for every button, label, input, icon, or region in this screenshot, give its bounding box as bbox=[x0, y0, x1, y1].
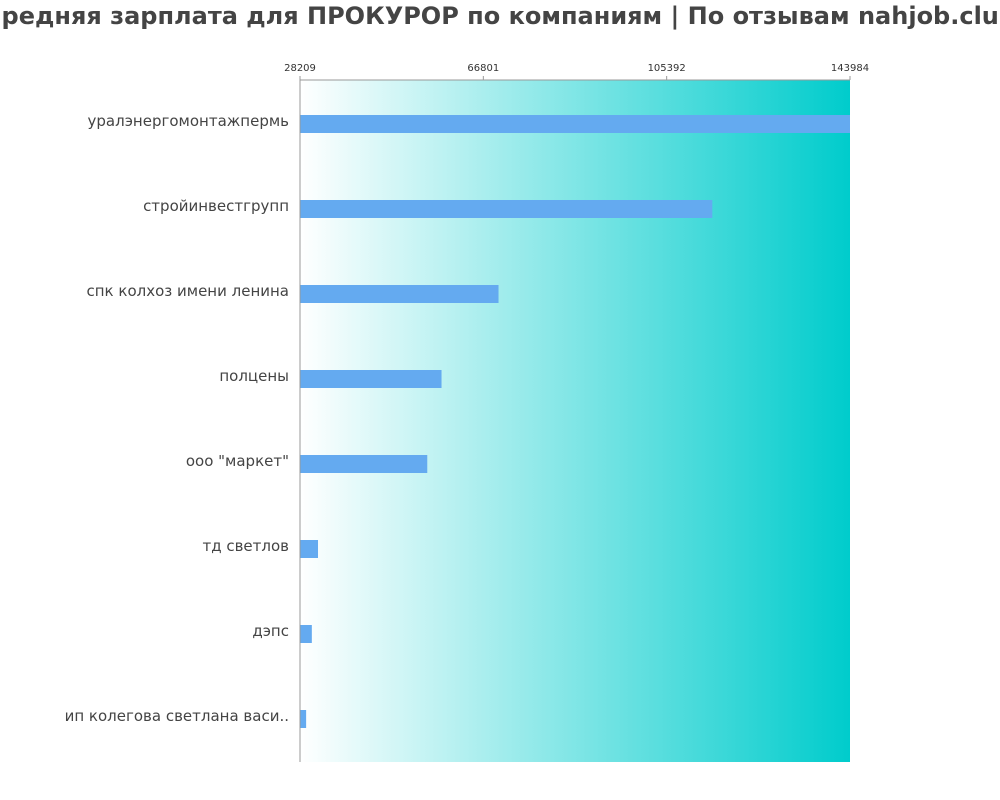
category-labels: уралэнергомонтажпермь стройинвестгрупп спк… bbox=[65, 112, 289, 725]
bar bbox=[300, 285, 499, 303]
bar bbox=[300, 710, 307, 728]
category-label: стройинвестгрупп bbox=[143, 197, 289, 215]
bar bbox=[300, 115, 850, 133]
x-axis-ticks: 28209 66801 105392 143984 bbox=[284, 63, 869, 80]
category-label: дэпс bbox=[252, 622, 289, 640]
bar bbox=[300, 455, 428, 473]
category-label: спк колхоз имени ленина bbox=[87, 282, 290, 300]
x-tick-label: 66801 bbox=[467, 63, 499, 74]
plot-background bbox=[300, 80, 850, 762]
bar bbox=[300, 625, 312, 643]
bar bbox=[300, 200, 713, 218]
x-tick-label: 143984 bbox=[831, 63, 869, 74]
category-label: уралэнергомонтажпермь bbox=[88, 112, 289, 130]
category-label: ип колегова светлана васи.. bbox=[65, 707, 289, 725]
category-label: полцены bbox=[219, 367, 289, 385]
bar bbox=[300, 370, 442, 388]
category-label: ооо "маркет" bbox=[186, 452, 289, 470]
x-tick-label: 28209 bbox=[284, 63, 316, 74]
bar bbox=[300, 540, 319, 558]
bars bbox=[300, 115, 850, 728]
category-label: тд светлов bbox=[202, 537, 289, 555]
x-tick-label: 105392 bbox=[648, 63, 686, 74]
chart-title: Средняя зарплата для ПРОКУРОР по компани… bbox=[0, 2, 1000, 30]
